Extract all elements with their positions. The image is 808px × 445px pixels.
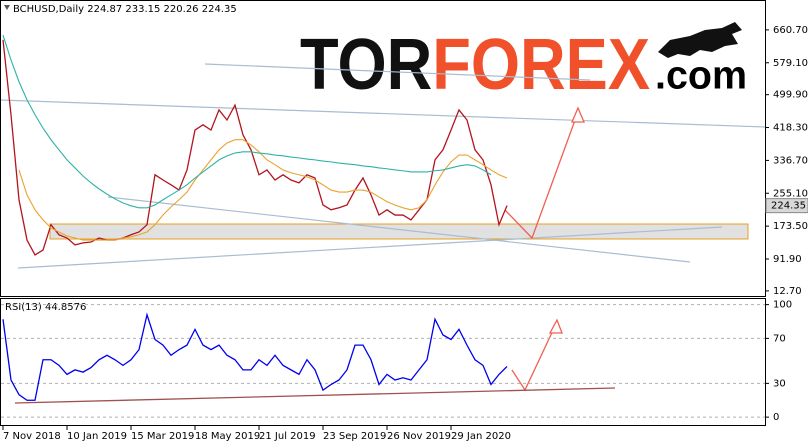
x-tick-label: 23 Sep 2019 <box>323 431 386 442</box>
series-line <box>18 139 508 241</box>
y-tick-label: 255.10 <box>773 188 808 199</box>
y-tick-label: 579.10 <box>773 58 808 69</box>
x-tick-label: 26 Nov 2019 <box>387 431 451 442</box>
y-tick-label: 418.30 <box>773 123 808 134</box>
series-line <box>2 39 508 256</box>
last-price-box <box>765 198 808 214</box>
trend-line <box>107 196 691 263</box>
y-tick-label: 70 <box>773 333 786 344</box>
forecast-arrows <box>14 106 616 404</box>
trend-lines <box>0 63 766 269</box>
series-line <box>2 34 492 209</box>
x-tick-label: 7 Nov 2018 <box>3 431 61 442</box>
x-tick-label: 18 May 2019 <box>195 431 260 442</box>
x-tick-label: 15 Mar 2019 <box>131 431 194 442</box>
chart-title: BCHUSD,Daily 224.87 233.15 220.26 224.35 <box>13 4 237 15</box>
y-tick-label: 100 <box>773 300 792 311</box>
y-tick-label: 499.90 <box>773 90 808 101</box>
x-tick-label: 10 Jan 2019 <box>67 431 127 442</box>
arrow-head <box>571 106 585 123</box>
bull-icon <box>658 22 742 58</box>
y-tick-label: 0 <box>773 412 779 423</box>
trend-line <box>17 226 723 269</box>
y-tick-label: 173.50 <box>773 221 808 232</box>
arrow-head <box>548 318 563 334</box>
rsi-title: RSI(13) 44.8576 <box>5 302 86 313</box>
watermark-forex: FOREX <box>432 25 650 105</box>
last-price-label: 224.35 <box>771 201 806 212</box>
rsi-trend-line <box>14 387 616 404</box>
watermark: TORFOREX .com <box>300 22 747 105</box>
trend-line <box>0 99 766 128</box>
trend-line <box>204 63 591 81</box>
x-tick-label: 29 Jan 2020 <box>451 431 511 442</box>
y-tick-label: 30 <box>773 378 786 389</box>
rsi-panel-frame <box>0 298 766 426</box>
y-tick-label: 91.90 <box>773 254 802 265</box>
series-line <box>2 312 508 401</box>
title-icon <box>4 5 10 10</box>
y-tick-label: 12.70 <box>773 286 802 297</box>
y-tick-label: 336.70 <box>773 155 808 166</box>
forecast-arrow <box>504 111 579 240</box>
watermark-logo: TORFOREX <box>300 25 650 105</box>
x-tick-label: 21 Jul 2019 <box>259 431 316 442</box>
watermark-com: .com <box>655 54 747 98</box>
main-panel-frame <box>0 0 766 297</box>
watermark-tor: TOR <box>300 25 432 105</box>
y-tick-label: 660.70 <box>773 25 808 36</box>
